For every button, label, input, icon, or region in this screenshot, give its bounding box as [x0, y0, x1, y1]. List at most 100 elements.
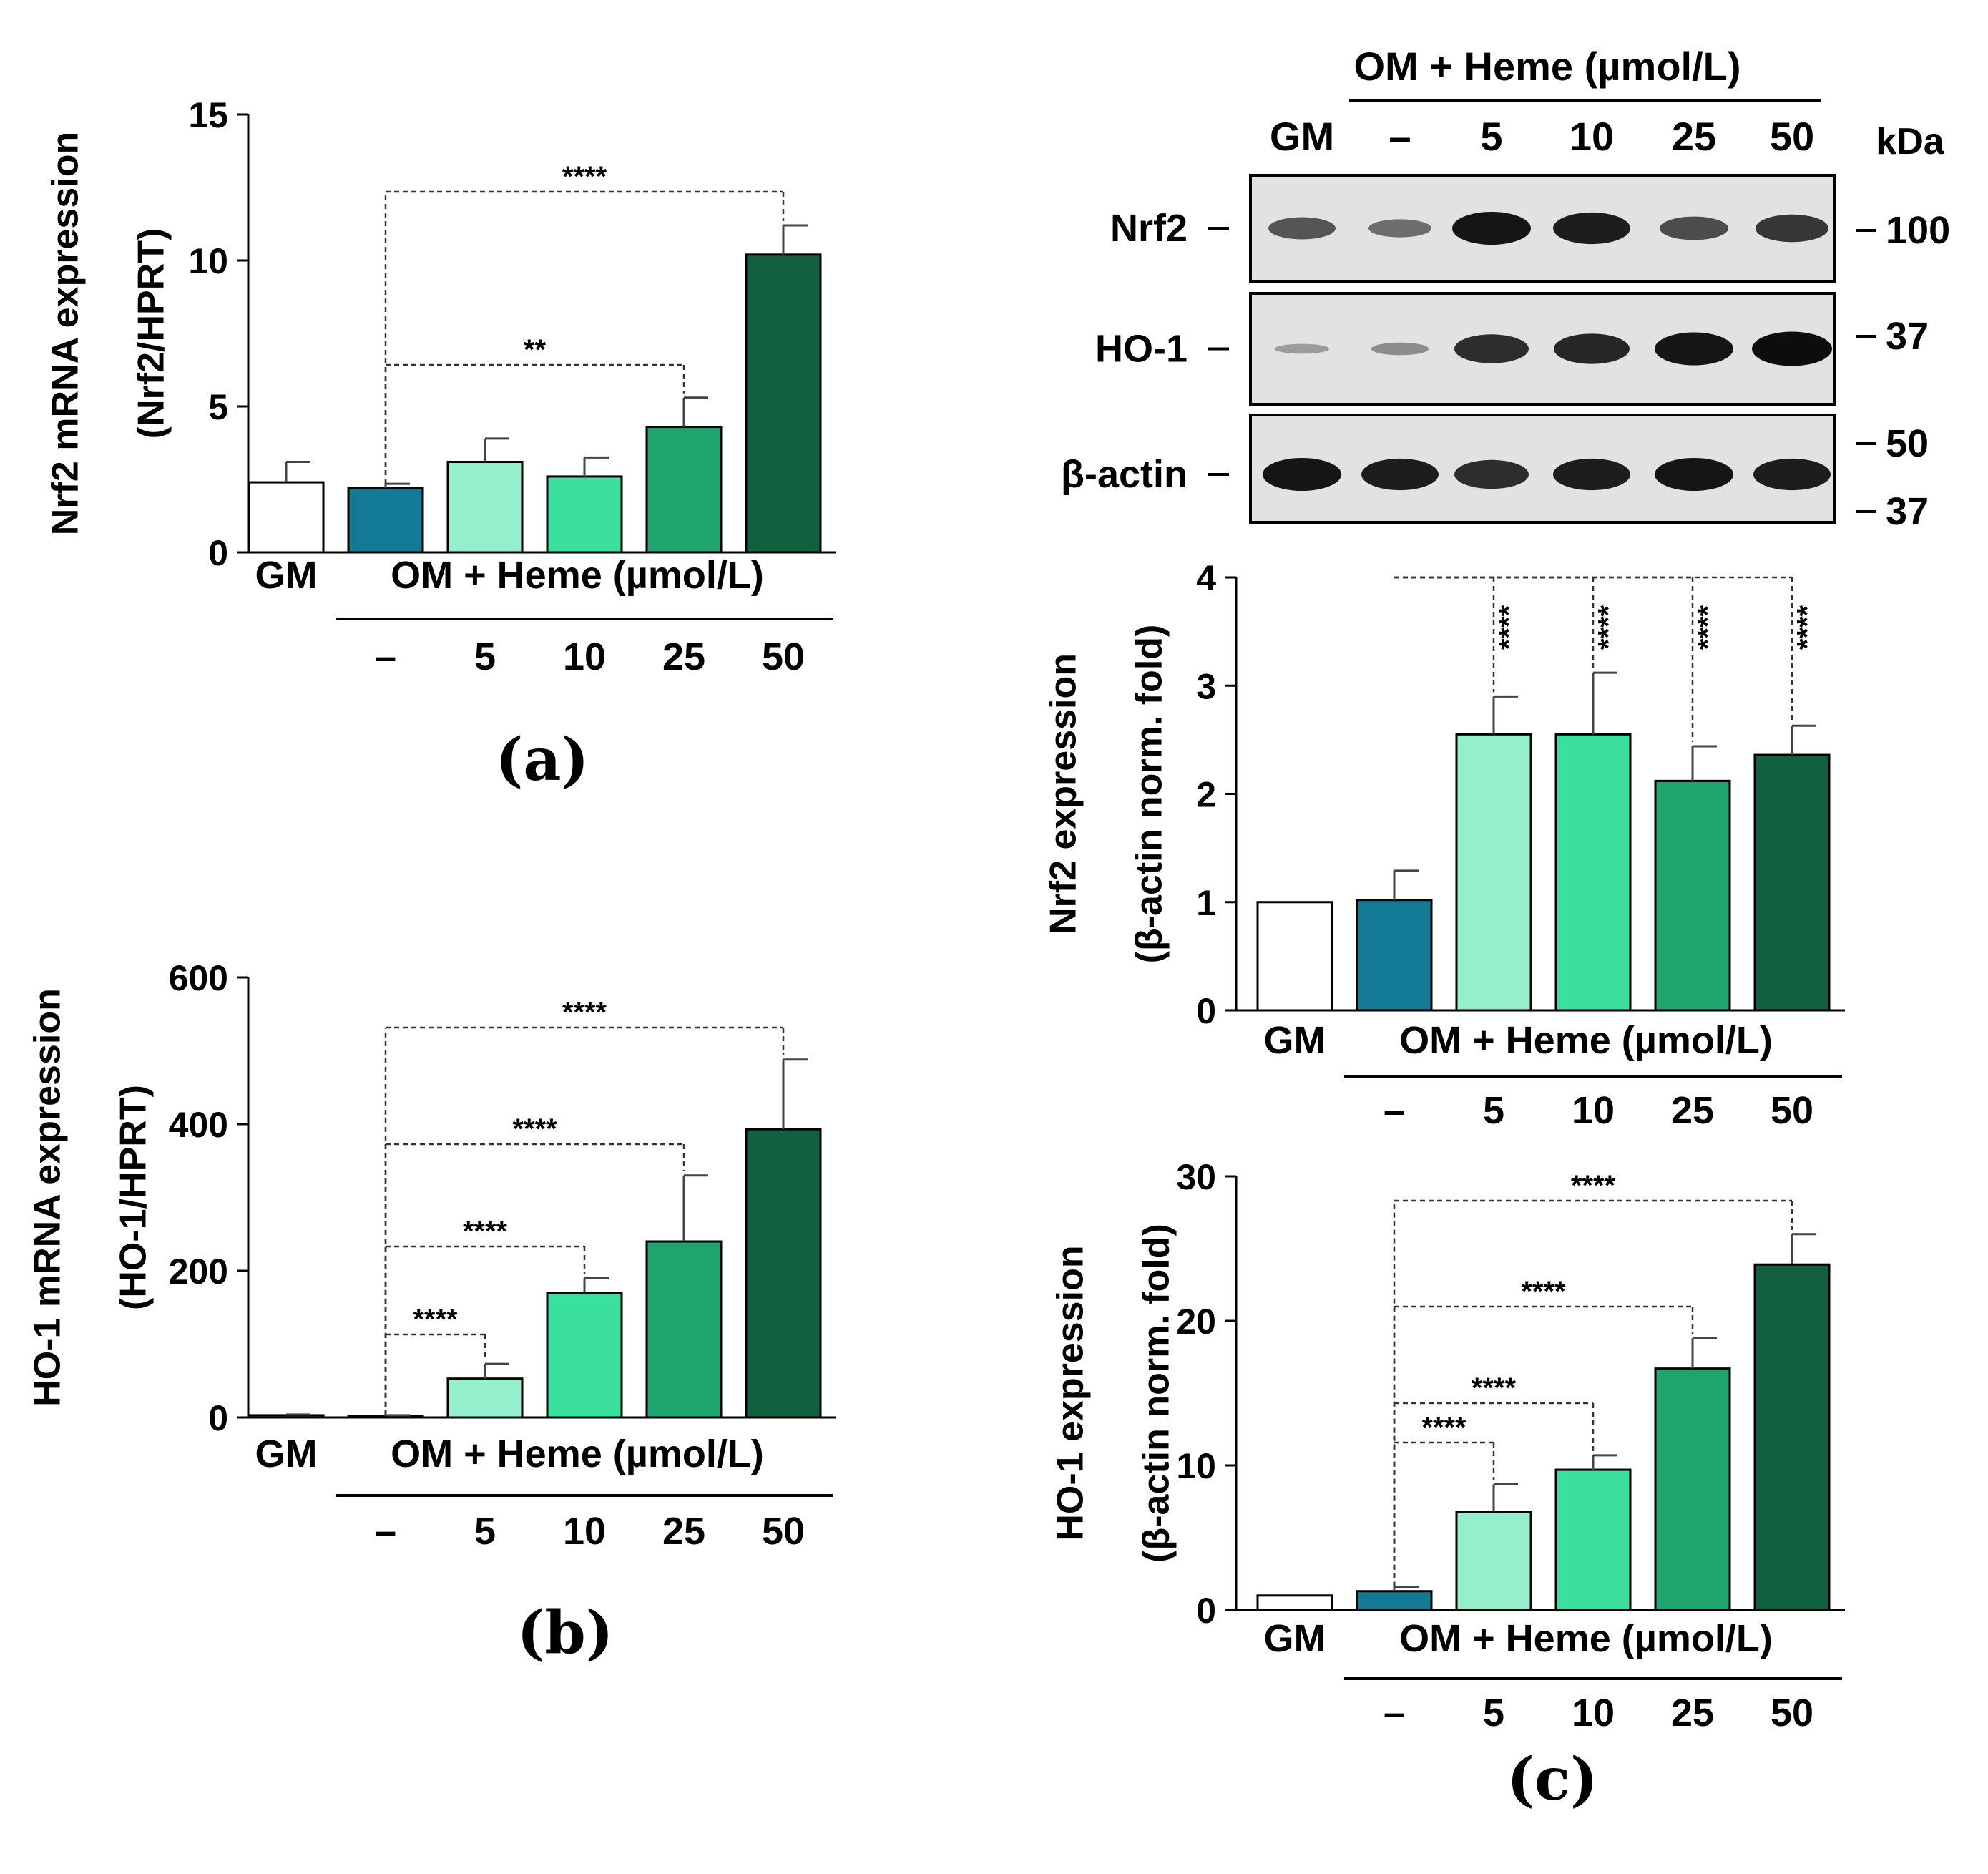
blot-header: OM + Heme (µmol/L) [1354, 44, 1741, 89]
blot-band [1752, 331, 1832, 366]
bar [248, 481, 325, 554]
blot-panel [1249, 174, 1836, 283]
bar [645, 1240, 723, 1419]
significance-label: **** [1472, 1372, 1517, 1404]
blot-row-label: Nrf2 [1110, 207, 1188, 250]
y-tick-label: 1 [1196, 883, 1216, 923]
western-blot: OM + Heme (µmol/L) GM – 5 10 25 50 kDa Nrf2 100 HO… [1061, 44, 1950, 533]
x-label-dose: – [375, 635, 396, 678]
significance-label: **** [1421, 1412, 1466, 1443]
bar [1554, 733, 1632, 1012]
x-label-group: OM + Heme (µmol/L) [391, 1433, 764, 1475]
x-label-dose: 50 [762, 635, 805, 678]
x-label-dose: 5 [474, 635, 496, 678]
x-label-dose: 25 [1671, 1692, 1714, 1734]
blot-band [1263, 457, 1341, 492]
x-label-dose: – [1384, 1089, 1405, 1132]
x-label-group: OM + Heme (µmol/L) [1399, 1617, 1773, 1660]
x-label-group: OM + Heme (µmol/L) [391, 554, 764, 597]
y-axis-title: HO-1 mRNA expression [27, 988, 69, 1407]
x-label-dose: 25 [1671, 1089, 1714, 1132]
panel-label: (b) [517, 1599, 614, 1667]
x-label-dose: 50 [1771, 1692, 1813, 1734]
y-tick-label: 15 [188, 95, 228, 135]
blot-band [1553, 212, 1630, 245]
y-tick-label: 20 [1176, 1302, 1216, 1342]
blot-band [1655, 332, 1733, 366]
blot-lane-label: 25 [1672, 114, 1716, 159]
significance-label: **** [1593, 605, 1625, 650]
blot-band [1454, 459, 1529, 489]
blot-panel [1249, 292, 1836, 406]
y-tick-label: 0 [208, 1398, 228, 1438]
significance-label: **** [512, 1113, 557, 1145]
x-label-dose: 5 [474, 1510, 496, 1553]
significance-label: **** [1693, 605, 1724, 650]
marker-label: 37 [1886, 315, 1929, 358]
bar [446, 461, 524, 554]
bar [1356, 899, 1433, 1012]
x-label-gm: GM [255, 554, 318, 597]
bar [446, 1377, 524, 1419]
significance-label: **** [562, 161, 607, 192]
x-label-dose: 10 [563, 1510, 606, 1553]
bar [1356, 1590, 1433, 1611]
x-label-dose: 25 [662, 1510, 705, 1553]
y-axis-title: HO-1 expression [1050, 1245, 1092, 1541]
blot-band [1660, 216, 1728, 240]
blot-lane-label: 5 [1480, 114, 1502, 159]
blot-band [1753, 458, 1831, 491]
blot-band [1454, 334, 1529, 363]
x-label-dose: 10 [563, 635, 606, 678]
y-tick-label: 3 [1196, 666, 1216, 706]
marker-label: 50 [1886, 422, 1929, 465]
x-label-dose: 25 [662, 635, 705, 678]
significance-label: **** [562, 997, 607, 1028]
blot-lane-label: – [1389, 114, 1411, 159]
y-tick-label: 0 [208, 533, 228, 573]
x-label-dose: 50 [1771, 1089, 1813, 1132]
y-tick-label: 0 [1196, 1591, 1216, 1631]
y-tick-label: 2 [1196, 775, 1216, 815]
blot-band [1368, 219, 1431, 238]
bar [1256, 901, 1333, 1012]
bar [1554, 1468, 1632, 1611]
chart-b-ho1-mrna: 0 200 400 600 HO-1 mRNA expression (HO-1/HPRT… [27, 958, 836, 1667]
blot-band [1452, 211, 1531, 245]
blot-row-label: β-actin [1061, 453, 1188, 496]
blot-band [1268, 217, 1336, 240]
x-label-dose: 5 [1483, 1692, 1504, 1734]
blot-band [1756, 214, 1828, 243]
blot-panel [1249, 414, 1836, 524]
blot-lane-label: 50 [1770, 114, 1814, 159]
x-label-dose: 10 [1572, 1089, 1615, 1132]
marker-label: 37 [1886, 490, 1929, 533]
y-axis-title-units: (HO-1/HPRT) [113, 1085, 155, 1310]
marker-label: 100 [1886, 209, 1950, 252]
bar [645, 426, 723, 554]
significance-label: **** [1571, 1170, 1616, 1201]
y-tick-label: 10 [1176, 1446, 1216, 1486]
bar [1256, 1594, 1333, 1611]
bar [1753, 753, 1831, 1012]
y-tick-label: 30 [1176, 1157, 1216, 1197]
x-label-group: OM + Heme (µmol/L) [1399, 1019, 1773, 1062]
x-label-dose: 50 [762, 1510, 805, 1553]
y-axis-title-units: (β-actin norm. fold) [1129, 625, 1170, 964]
bar [1753, 1263, 1831, 1611]
significance-label: ** [524, 334, 547, 366]
y-axis-title-units: (β-actin norm. fold) [1136, 1224, 1177, 1563]
blot-band [1371, 342, 1429, 356]
blot-band [1554, 333, 1630, 364]
panel-label: (a) [496, 726, 589, 794]
blot-band [1361, 458, 1439, 491]
blot-lane-label: GM [1270, 114, 1334, 159]
bar [1654, 779, 1731, 1012]
x-label-dose: – [375, 1510, 396, 1553]
bar [546, 475, 623, 554]
bar [546, 1292, 623, 1419]
x-label-gm: GM [1264, 1617, 1326, 1660]
significance-label: **** [1494, 605, 1525, 650]
